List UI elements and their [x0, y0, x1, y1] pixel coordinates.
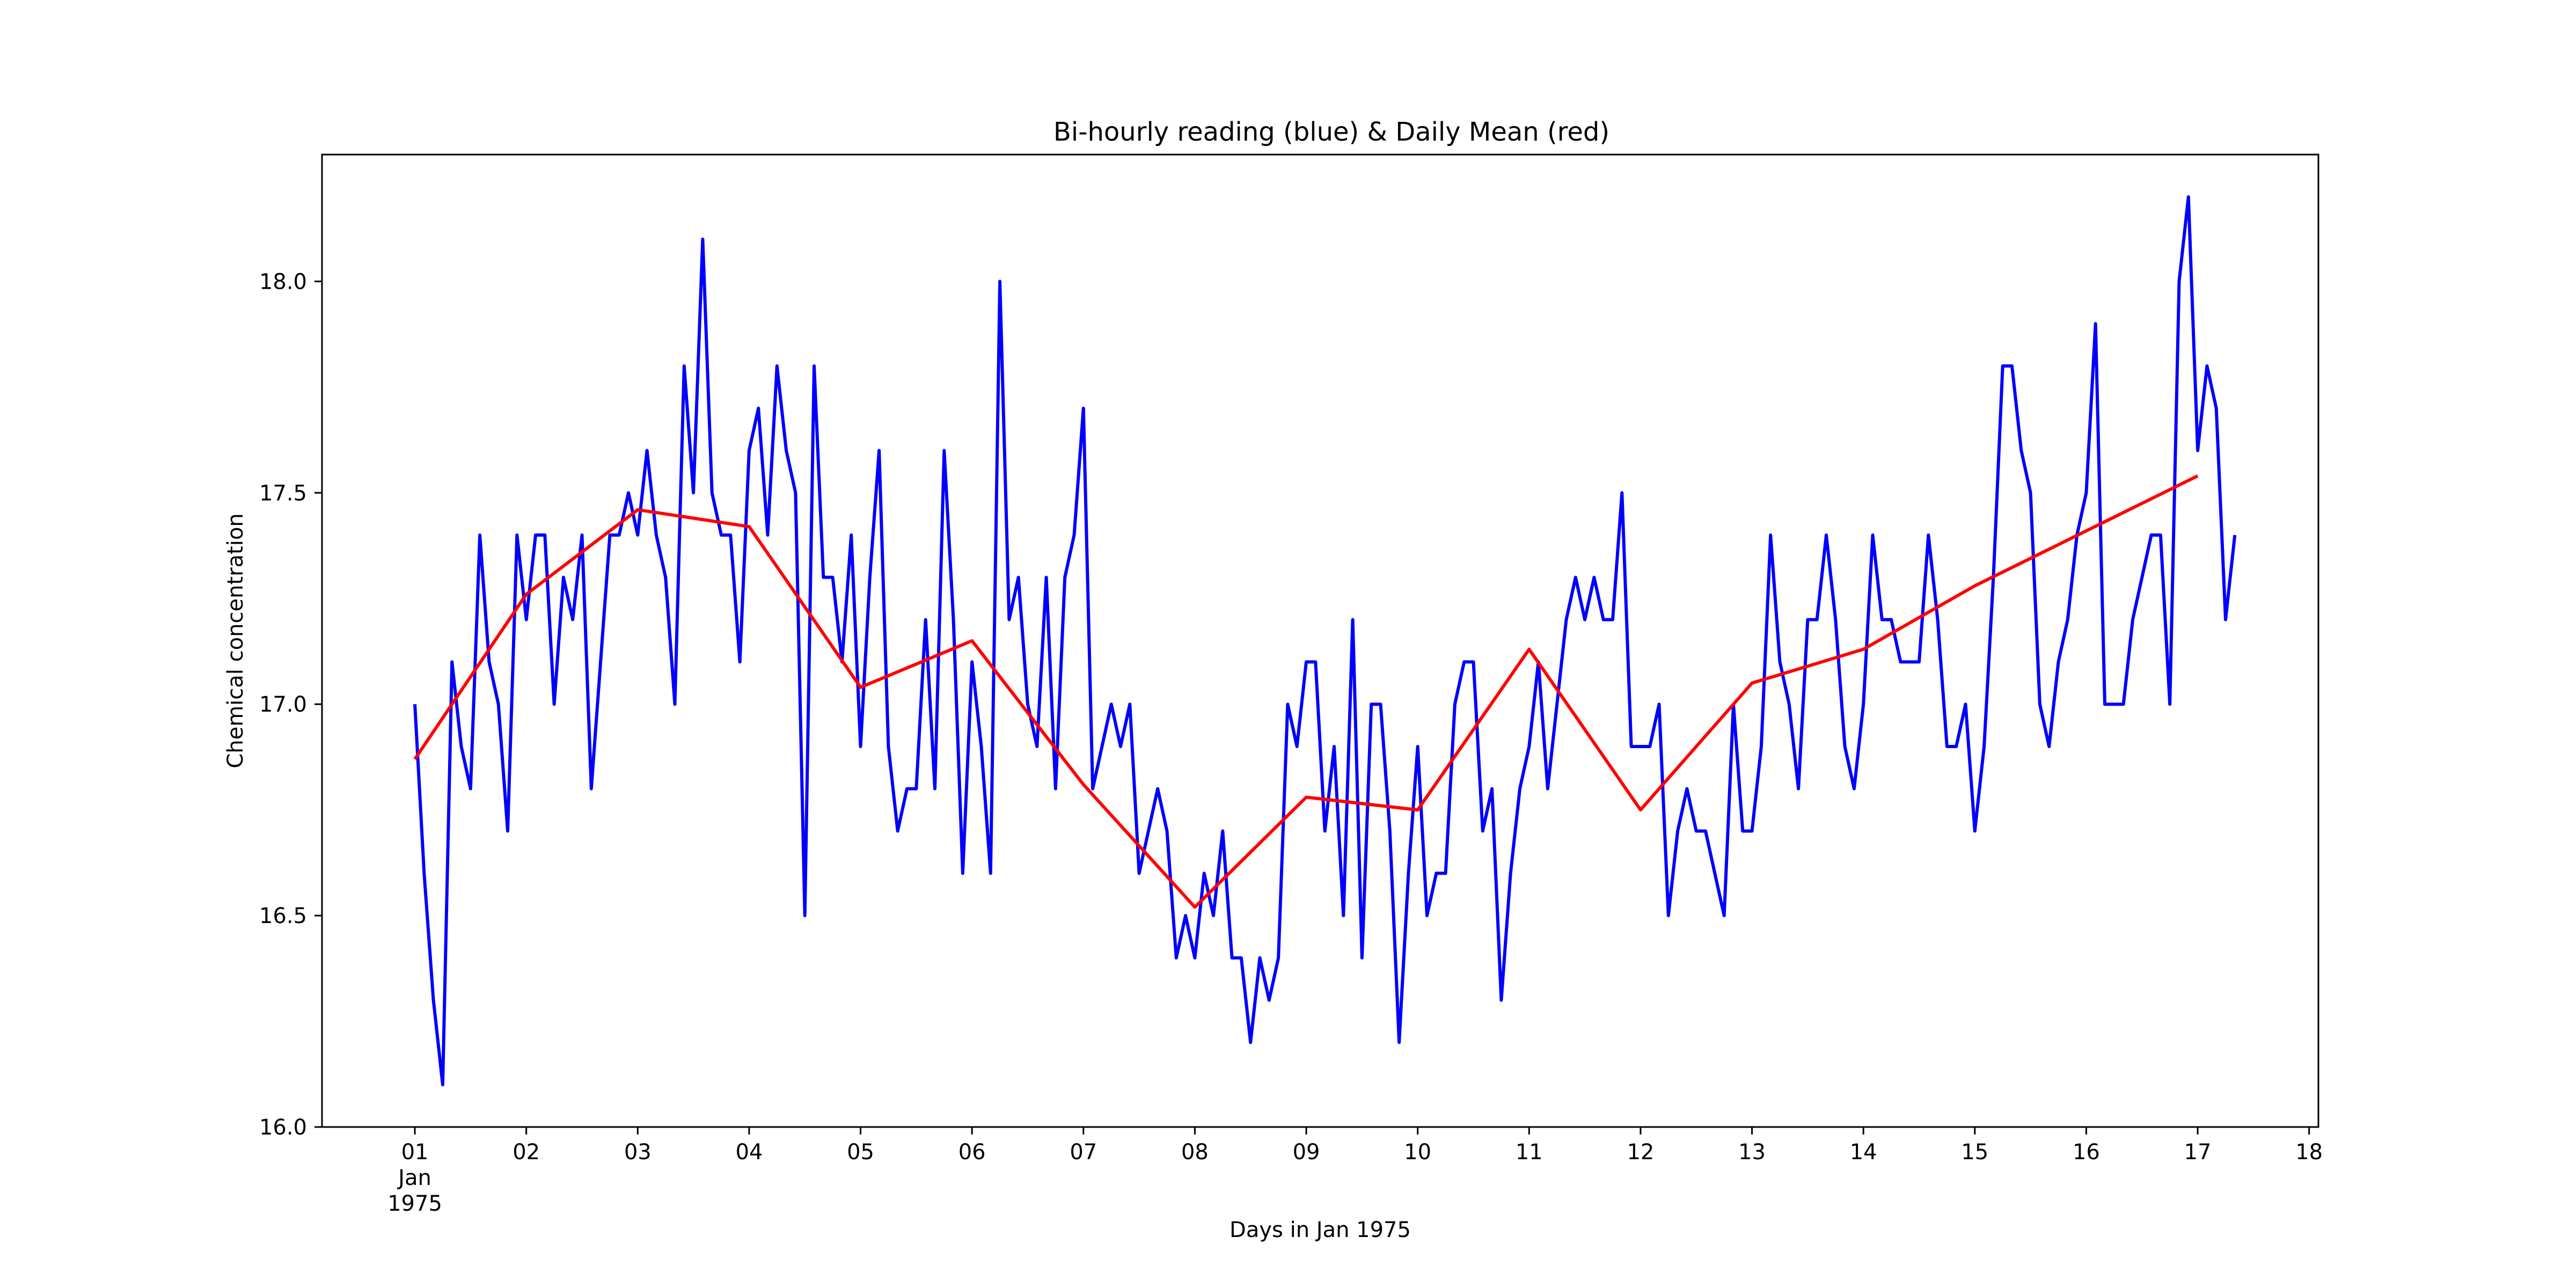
- x-tick-label-extra: Jan: [397, 1166, 431, 1190]
- x-tick-label: 14: [1850, 1140, 1877, 1165]
- y-tick-label: 16.5: [259, 904, 307, 928]
- x-tick-label: 06: [958, 1140, 986, 1165]
- x-tick-label: 18: [2295, 1140, 2323, 1165]
- x-tick-label: 13: [1738, 1140, 1766, 1165]
- y-tick-label: 16.0: [259, 1115, 307, 1140]
- series-layer: [413, 195, 2237, 1087]
- plot-frame: [321, 153, 2319, 1128]
- y-axis: 16.0 16.5 17.0 17.5 18.0: [259, 269, 322, 1140]
- series-line-daily-mean: [413, 474, 2199, 909]
- x-tick-label: 12: [1627, 1140, 1654, 1165]
- x-tick-label: 05: [847, 1140, 874, 1165]
- x-tick-label: 09: [1293, 1140, 1320, 1165]
- x-tick-label: 10: [1404, 1140, 1431, 1165]
- x-tick-label: 04: [735, 1140, 763, 1165]
- x-tick-label: 07: [1070, 1140, 1097, 1165]
- x-tick-label: 03: [624, 1140, 652, 1165]
- x-tick-label: 17: [2184, 1140, 2212, 1165]
- y-tick-label: 18.0: [259, 269, 307, 294]
- x-tick-label: 02: [513, 1140, 540, 1165]
- x-tick-label-extra: 1975: [387, 1191, 442, 1216]
- x-tick-label: 15: [1961, 1140, 1988, 1165]
- chart-title: Bi-hourly reading (blue) & Daily Mean (r…: [1053, 117, 1609, 147]
- x-tick-label: 11: [1516, 1140, 1543, 1165]
- y-axis-label: Chemical concentration: [223, 513, 248, 768]
- x-tick-label: 16: [2073, 1140, 2100, 1165]
- x-tick-label: 08: [1181, 1140, 1209, 1165]
- y-tick-label: 17.0: [259, 692, 307, 717]
- x-tick-label: 01: [401, 1140, 429, 1165]
- y-tick-label: 17.5: [259, 481, 307, 506]
- x-axis-label: Days in Jan 1975: [1230, 1218, 1411, 1242]
